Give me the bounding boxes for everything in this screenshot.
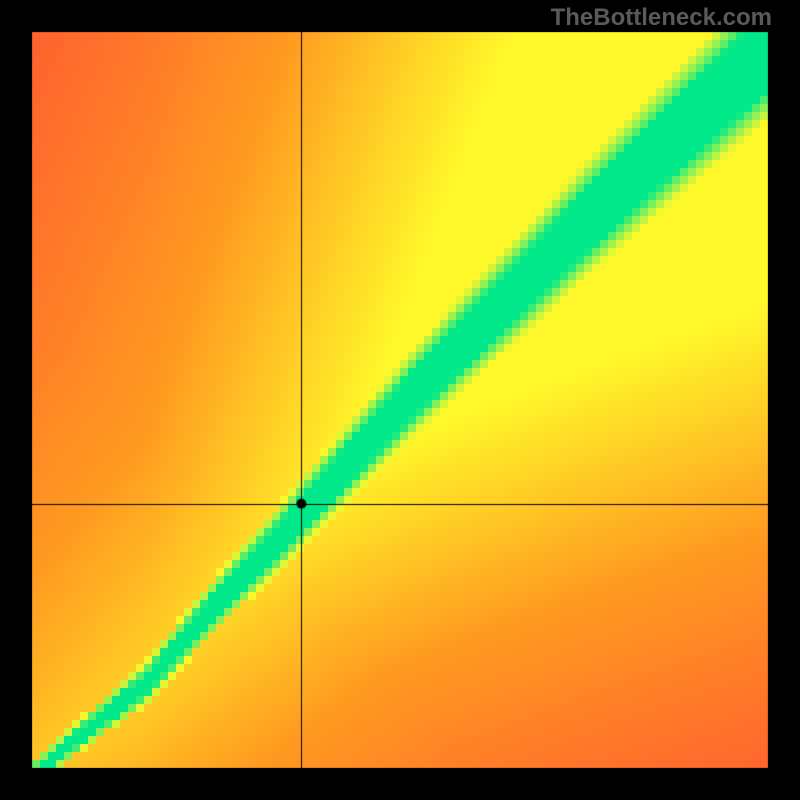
watermark-text: TheBottleneck.com xyxy=(551,4,772,32)
chart-container: TheBottleneck.com xyxy=(0,0,800,800)
heatmap-canvas xyxy=(0,0,800,800)
